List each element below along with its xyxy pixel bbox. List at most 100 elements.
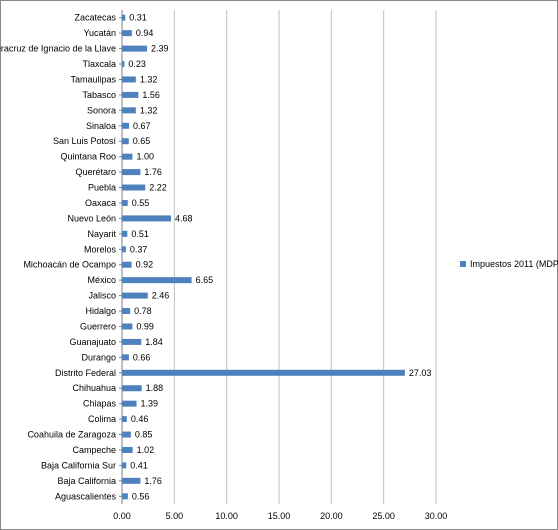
data-label: 1.84 xyxy=(145,337,163,347)
bar xyxy=(122,91,139,98)
x-tick-labels: 0.00 5.00 10.00 15.00 20.00 25.00 30.00 xyxy=(113,511,447,521)
data-label: 0.46 xyxy=(131,414,149,424)
x-tick-label: 25.00 xyxy=(372,511,395,521)
bar xyxy=(122,199,128,206)
data-label: 2.46 xyxy=(152,291,170,301)
bar xyxy=(122,308,131,315)
x-tick-label: 5.00 xyxy=(166,511,184,521)
bar xyxy=(122,30,132,37)
category-label: Sonora xyxy=(87,105,116,115)
bar xyxy=(122,45,148,52)
data-label: 1.02 xyxy=(137,445,155,455)
bar xyxy=(122,107,136,114)
category-label: Coahuila de Zaragoza xyxy=(27,430,116,440)
bar xyxy=(122,400,137,407)
data-label: 0.85 xyxy=(135,430,153,440)
category-label: Campeche xyxy=(72,445,116,455)
bar xyxy=(122,431,131,438)
data-label: 0.67 xyxy=(133,121,151,131)
category-label: Nayarit xyxy=(87,229,116,239)
category-label: Aguascalientes xyxy=(55,491,117,501)
category-label: Jalisco xyxy=(88,291,116,301)
category-label: Chihuahua xyxy=(72,383,116,393)
bar xyxy=(122,292,148,299)
data-label: 0.56 xyxy=(132,491,150,501)
category-label: Yucatán xyxy=(83,28,116,38)
x-tick-label: 30.00 xyxy=(425,511,448,521)
bar xyxy=(122,122,130,129)
data-label: 0.66 xyxy=(133,352,151,362)
category-label: Baja California xyxy=(57,476,116,486)
category-label: Quintana Roo xyxy=(60,152,116,162)
data-label: 1.56 xyxy=(142,90,160,100)
bar xyxy=(122,138,129,145)
x-tick-label: 0.00 xyxy=(113,511,131,521)
category-label: Tamaulipas xyxy=(70,74,116,84)
data-label: 6.65 xyxy=(196,275,214,285)
data-label: 0.37 xyxy=(130,244,148,254)
data-label: 0.99 xyxy=(136,321,154,331)
category-label: Morelos xyxy=(84,244,117,254)
bar xyxy=(122,462,127,469)
category-label: Nuevo León xyxy=(67,213,116,223)
bar xyxy=(122,184,146,191)
bar xyxy=(122,230,128,237)
bar xyxy=(122,477,141,484)
category-label: Durango xyxy=(81,352,116,362)
data-label: 0.65 xyxy=(133,136,151,146)
bar xyxy=(122,338,142,345)
bar xyxy=(122,76,136,83)
bar xyxy=(122,246,126,253)
category-label: Colima xyxy=(88,414,116,424)
x-tick-label: 10.00 xyxy=(215,511,238,521)
category-label: Michoacán de Ocampo xyxy=(23,260,116,270)
data-label: 1.32 xyxy=(140,105,158,115)
data-label: 1.88 xyxy=(146,383,164,393)
data-label: 2.22 xyxy=(149,183,167,193)
data-label: 0.51 xyxy=(131,229,149,239)
gridlines xyxy=(119,10,437,504)
category-label: Zacatecas xyxy=(74,13,116,23)
bar xyxy=(122,14,126,21)
category-label: Tlaxcala xyxy=(82,59,116,69)
category-label: Baja California Sur xyxy=(41,460,116,470)
category-label: Guerrero xyxy=(80,321,116,331)
category-label: Hidalgo xyxy=(85,306,116,316)
legend: Impuestos 2011 (MDP) xyxy=(460,259,558,269)
bar xyxy=(122,369,405,376)
legend-label: Impuestos 2011 (MDP) xyxy=(470,259,558,269)
bar xyxy=(122,354,129,361)
x-tick-label: 15.00 xyxy=(268,511,291,521)
data-label: 0.23 xyxy=(128,59,146,69)
data-label: 0.55 xyxy=(132,198,150,208)
bar xyxy=(122,385,142,392)
data-label: 0.92 xyxy=(136,260,154,270)
data-label: 1.39 xyxy=(141,399,159,409)
data-label: 1.76 xyxy=(144,476,162,486)
bar xyxy=(122,446,133,453)
category-label: Distrito Federal xyxy=(55,368,116,378)
category-label: México xyxy=(87,275,116,285)
data-label: 2.39 xyxy=(151,44,169,54)
category-label: Chiapas xyxy=(83,399,117,409)
data-label: 27.03 xyxy=(409,368,432,378)
x-tick-label: 20.00 xyxy=(320,511,343,521)
bar xyxy=(122,215,171,222)
data-label: 0.78 xyxy=(134,306,152,316)
data-label: 0.41 xyxy=(130,460,148,470)
bars xyxy=(122,14,405,500)
category-label: Querétaro xyxy=(75,167,116,177)
category-label: Guanajuato xyxy=(69,337,116,347)
bar xyxy=(122,153,133,160)
bar xyxy=(122,169,141,176)
legend-swatch xyxy=(460,261,466,267)
data-label: 1.00 xyxy=(136,152,154,162)
category-label: Oaxaca xyxy=(85,198,116,208)
category-labels: Zacatecas Yucatán Veracruz de Ignacio de l… xyxy=(0,13,116,502)
category-label: Puebla xyxy=(88,183,116,193)
bar xyxy=(122,323,133,330)
bar xyxy=(122,493,128,500)
category-label: Sinaloa xyxy=(86,121,116,131)
data-label: 4.68 xyxy=(175,213,193,223)
value-labels: 0.31 0.94 2.39 0.23 1.32 1.56 1.32 0.67 0.65 1.00… xyxy=(128,13,431,502)
